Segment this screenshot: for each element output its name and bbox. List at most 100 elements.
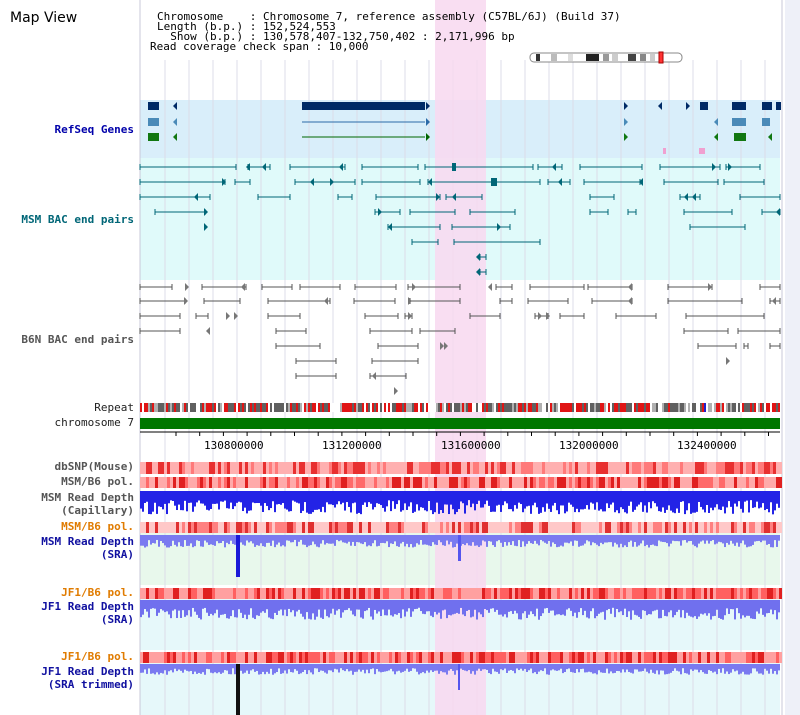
polymorphism-cell <box>362 588 365 599</box>
polymorphism-cell <box>479 652 482 663</box>
repeat-element <box>752 403 754 412</box>
repeat-element <box>378 403 380 412</box>
label-msm-bac[interactable]: MSM BAC end pairs <box>21 213 134 226</box>
depth-bar <box>748 664 750 675</box>
polymorphism-cell <box>329 522 332 533</box>
polymorphism-cell <box>260 588 263 599</box>
depth-bar <box>710 535 712 542</box>
polymorphism-cell <box>683 462 686 474</box>
depth-bar <box>206 664 208 669</box>
depth-bar <box>156 491 158 514</box>
depth-bar <box>194 600 196 612</box>
polymorphism-cell <box>266 522 269 533</box>
strand-arrow <box>768 133 772 141</box>
depth-bar <box>192 491 194 512</box>
polymorphism-cell <box>203 588 206 599</box>
strand-arrow <box>234 312 238 320</box>
polymorphism-cell <box>317 462 320 474</box>
ideogram-band <box>603 54 609 61</box>
depth-bar <box>382 491 384 508</box>
label-msm-b6-pol-2[interactable]: MSM/B6 pol. <box>61 520 134 533</box>
label-jf1-sra: (SRA) <box>100 613 134 626</box>
polymorphism-cell <box>602 462 605 474</box>
label-dbsnp[interactable]: dbSNP(Mouse) <box>54 460 134 473</box>
repeat-element <box>600 403 602 412</box>
depth-bar <box>706 664 708 674</box>
axis-tick-label: 132000000 <box>559 439 619 452</box>
polymorphism-cell <box>269 462 272 474</box>
depth-bar <box>144 535 146 548</box>
label-msm-depth-sra[interactable]: MSM Read Depth <box>41 535 134 548</box>
label-jf1-depth-sra[interactable]: JF1 Read Depth <box>41 600 134 613</box>
strand-arrow <box>628 297 632 305</box>
depth-bar <box>692 664 694 671</box>
depth-bar <box>548 535 550 542</box>
depth-bar <box>334 600 336 615</box>
depth-bar <box>596 535 598 545</box>
depth-bar <box>658 535 660 541</box>
polymorphism-cell <box>437 588 440 599</box>
polymorphism-cell <box>419 522 422 533</box>
polymorphism-cell <box>260 652 263 663</box>
strand-arrow <box>436 193 440 201</box>
depth-bar <box>174 491 176 506</box>
depth-bar <box>762 491 764 504</box>
polymorphism-cell <box>629 522 632 533</box>
polymorphism-cell <box>362 522 365 533</box>
depth-bar <box>740 535 742 544</box>
polymorphism-cell <box>191 522 194 533</box>
depth-bar <box>176 664 178 672</box>
repeat-element <box>398 403 400 412</box>
label-jf1-b6-pol-1[interactable]: JF1/B6 pol. <box>61 586 134 599</box>
polymorphism-cell <box>356 462 359 474</box>
depth-bar <box>684 535 686 541</box>
label-jf1-depth-trimmed[interactable]: JF1 Read Depth <box>41 665 134 678</box>
repeat-element <box>200 403 202 412</box>
repeat-element <box>376 403 378 412</box>
polymorphism-cell <box>569 522 572 533</box>
label-refseq-genes[interactable]: RefSeq Genes <box>54 123 134 136</box>
polymorphism-cell <box>677 462 680 474</box>
depth-bar <box>720 491 722 510</box>
depth-bar <box>594 664 596 674</box>
depth-bar <box>508 491 510 510</box>
depth-bar <box>182 491 184 511</box>
depth-bar <box>690 535 692 541</box>
label-jf1-b6-pol-2[interactable]: JF1/B6 pol. <box>61 650 134 663</box>
depth-bar <box>738 600 740 614</box>
depth-bar <box>528 600 530 615</box>
depth-bar <box>368 491 370 503</box>
depth-bar <box>672 535 674 541</box>
depth-bar <box>730 491 732 507</box>
label-msm-b6-pol-1[interactable]: MSM/B6 pol. <box>61 475 134 488</box>
polymorphism-cell <box>599 522 602 533</box>
depth-bar <box>542 664 544 672</box>
depth-bar <box>232 491 234 510</box>
polymorphism-cell <box>635 652 638 663</box>
polymorphism-cell <box>425 588 428 599</box>
depth-bar <box>416 600 418 609</box>
label-msm-depth-capillary[interactable]: MSM Read Depth <box>41 491 134 504</box>
depth-bar <box>440 664 442 672</box>
depth-bar <box>322 491 324 507</box>
depth-bar <box>346 664 348 670</box>
repeat-element <box>688 403 690 412</box>
depth-bar <box>496 535 498 542</box>
polymorphism-cell <box>194 522 197 533</box>
polymorphism-cell <box>248 588 251 599</box>
polymorphism-cell <box>545 462 548 474</box>
polymorphism-cell <box>428 588 431 599</box>
repeat-element <box>630 403 632 412</box>
polymorphism-cell <box>233 522 236 533</box>
polymorphism-cell <box>287 477 290 488</box>
polymorphism-cell <box>632 477 635 488</box>
depth-bar <box>682 535 684 541</box>
depth-bar <box>198 491 200 501</box>
label-b6n-bac[interactable]: B6N BAC end pairs <box>21 333 134 346</box>
depth-bar <box>638 535 640 546</box>
polymorphism-cell <box>194 588 197 599</box>
depth-bar <box>208 664 210 670</box>
repeat-element <box>394 403 396 412</box>
depth-bar <box>162 491 164 510</box>
